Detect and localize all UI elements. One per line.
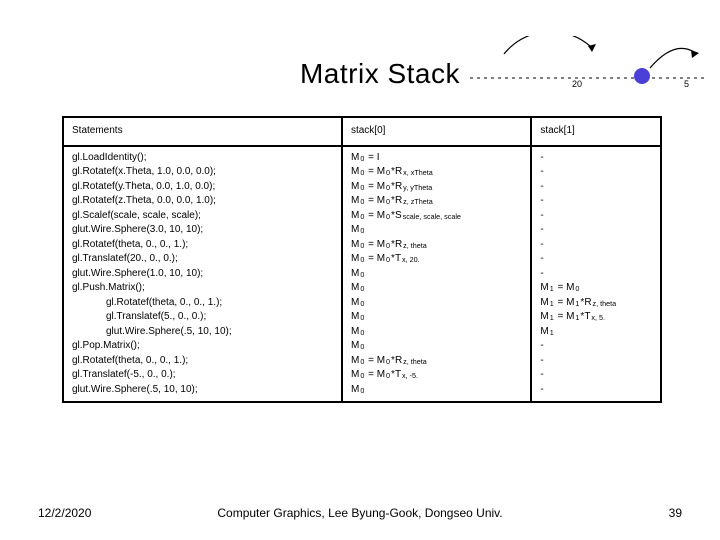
stack1-line: M1 = M1*Rz, theta	[540, 296, 652, 311]
stack0-line: M0	[351, 325, 522, 340]
col-header-stack1: stack[1]	[531, 117, 661, 146]
stack1-line: -	[540, 194, 652, 209]
page-title: Matrix Stack	[0, 58, 460, 90]
stack1-line: M1	[540, 325, 652, 340]
stack0-line: M0	[351, 223, 522, 238]
col-header-statements: Statements	[63, 117, 342, 146]
stack0-line: M0 = M0*Sscale, scale, scale	[351, 209, 522, 224]
stack0-cell: M0 = IM0 = M0*Rx, xThetaM0 = M0*Ry, yThe…	[342, 146, 531, 403]
stack1-line: -	[540, 354, 652, 369]
stack0-line: M0 = M0*Tx, -5.	[351, 368, 522, 383]
stmt-line: gl.Scalef(scale, scale, scale);	[72, 209, 333, 224]
stack1-line: M1 = M0	[540, 281, 652, 296]
stmt-line: glut.Wire.Sphere(.5, 10, 10);	[72, 383, 333, 398]
stmt-line: gl.Pop.Matrix();	[72, 339, 333, 354]
stack0-line: M0 = M0*Rz, theta	[351, 354, 522, 369]
table-header-row: Statements stack[0] stack[1]	[63, 117, 661, 146]
stack0-line: M0 = M0*Rx, xTheta	[351, 165, 522, 180]
stack1-line: -	[540, 209, 652, 224]
matrix-stack-table: Statements stack[0] stack[1] gl.LoadIden…	[62, 116, 662, 403]
slide: Matrix Stack 20 5 Statements stack[0] st…	[0, 0, 720, 540]
footer-center: Computer Graphics, Lee Byung-Gook, Dongs…	[0, 506, 720, 520]
stack1-cell: ---------M1 = M0M1 = M1*Rz, thetaM1 = M1…	[531, 146, 661, 403]
stack0-line: M0 = I	[351, 151, 522, 166]
stmt-line: gl.Rotatef(theta, 0., 0., 1.);	[72, 354, 333, 369]
stmt-line: glut.Wire.Sphere(1.0, 10, 10);	[72, 267, 333, 282]
stack0-line: M0	[351, 383, 522, 398]
stack0-line: M0 = M0*Ry, yTheta	[351, 180, 522, 195]
stmt-line: gl.LoadIdentity();	[72, 151, 333, 166]
stack0-line: M0 = M0*Rz, zTheta	[351, 194, 522, 209]
stack0-line: M0	[351, 267, 522, 282]
statements-cell: gl.LoadIdentity();gl.Rotatef(x.Theta, 1.…	[63, 146, 342, 403]
stack1-line: -	[540, 151, 652, 166]
stack0-line: M0	[351, 339, 522, 354]
stmt-line: gl.Rotatef(y.Theta, 0.0, 1.0, 0.0);	[72, 180, 333, 195]
stmt-line: glut.Wire.Sphere(.5, 10, 10);	[72, 325, 333, 340]
stmt-line: gl.Push.Matrix();	[72, 281, 333, 296]
diagram-label-20: 20	[572, 79, 582, 89]
stack0-line: M0	[351, 310, 522, 325]
stmt-line: glut.Wire.Sphere(3.0, 10, 10);	[72, 223, 333, 238]
stack0-line: M0 = M0*Rz, theta	[351, 238, 522, 253]
stack1-line: -	[540, 180, 652, 195]
col-header-stack0: stack[0]	[342, 117, 531, 146]
stack1-line: -	[540, 267, 652, 282]
diagram-label-5: 5	[684, 79, 689, 89]
stmt-line: gl.Rotatef(theta, 0., 0., 1.);	[72, 238, 333, 253]
stack1-line: -	[540, 223, 652, 238]
stack1-line: -	[540, 165, 652, 180]
stack1-line: -	[540, 252, 652, 267]
stack1-line: -	[540, 368, 652, 383]
table-body-row: gl.LoadIdentity();gl.Rotatef(x.Theta, 1.…	[63, 146, 661, 403]
stmt-line: gl.Rotatef(theta, 0., 0., 1.);	[72, 296, 333, 311]
stack0-line: M0	[351, 281, 522, 296]
stmt-line: gl.Translatef(20., 0., 0.);	[72, 252, 333, 267]
stmt-line: gl.Rotatef(z.Theta, 0.0, 0.0, 1.0);	[72, 194, 333, 209]
stmt-line: gl.Translatef(5., 0., 0.);	[72, 310, 333, 325]
stack1-line: -	[540, 238, 652, 253]
footer-page: 39	[669, 506, 682, 520]
stack1-line: -	[540, 383, 652, 398]
stack1-line: -	[540, 339, 652, 354]
stack0-line: M0	[351, 296, 522, 311]
stmt-line: gl.Translatef(-5., 0., 0.);	[72, 368, 333, 383]
orbit-diagram: 20 5	[460, 36, 710, 106]
stack0-line: M0 = M0*Tx, 20.	[351, 252, 522, 267]
stack1-line: M1 = M1*Tx, 5.	[540, 310, 652, 325]
stmt-line: gl.Rotatef(x.Theta, 1.0, 0.0, 0.0);	[72, 165, 333, 180]
